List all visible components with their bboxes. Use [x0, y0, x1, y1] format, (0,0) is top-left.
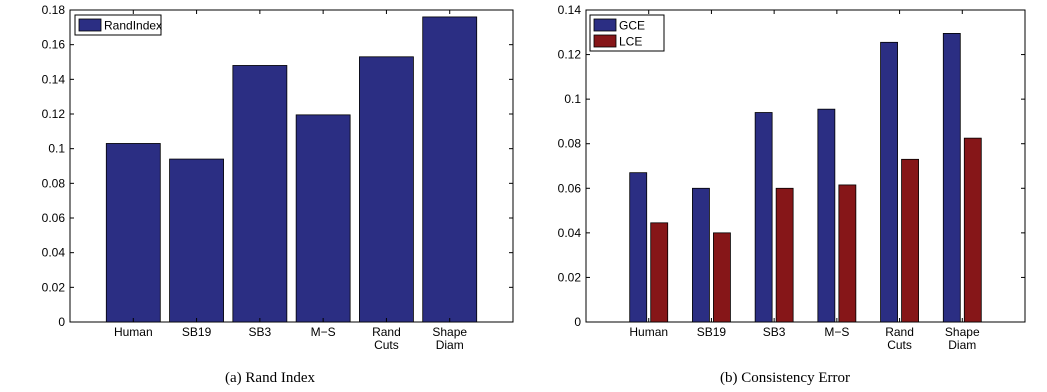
x-tick-label: SB3 [249, 325, 272, 339]
x-tick-label: Shape [432, 325, 467, 339]
x-tick-label: Diam [436, 338, 464, 352]
bar-lce [901, 158, 919, 323]
bar-randindex [422, 16, 478, 323]
y-tick-label: 0.14 [558, 3, 582, 17]
legend-label-randindex: RandIndex [104, 19, 162, 33]
y-tick-label: 0.16 [42, 38, 66, 52]
bar-gce [817, 108, 836, 323]
legend-swatch-lce [593, 34, 617, 48]
y-tick-label: 0.08 [42, 176, 66, 190]
y-tick-label: 0.1 [564, 92, 581, 106]
legend-label-lce: LCE [619, 35, 642, 49]
caption-consistency-error: (b) Consistency Error [720, 370, 850, 386]
y-tick-label: 0.04 [558, 226, 582, 240]
y-tick-label: 0.08 [558, 137, 582, 151]
y-tick-label: 0.12 [558, 48, 582, 62]
bar-randindex [169, 158, 224, 323]
y-tick-label: 0.12 [42, 107, 66, 121]
caption-rand-index: (a) Rand Index [225, 370, 315, 386]
chart-rand-index: 0 0.02 0.04 0.06 0.08 0.1 0.12 0.14 0.16 0.18 Huma… [42, 3, 514, 352]
x-tick-label: Cuts [887, 338, 912, 352]
bar-randindex [105, 143, 161, 323]
axes-box [585, 9, 1026, 323]
x-tick-label: Rand [372, 325, 401, 339]
x-tick-label: Cuts [374, 338, 399, 352]
legend-swatch-randindex [78, 18, 102, 32]
legend-swatch-gce [593, 18, 617, 32]
bar-randindex [295, 114, 351, 323]
y-tick-label: 0 [574, 315, 581, 329]
bar-randindex [359, 56, 414, 323]
bar-gce [942, 33, 961, 323]
y-tick-label: 0.06 [558, 181, 582, 195]
bar-gce [629, 172, 648, 323]
y-tick-label: 0.02 [558, 270, 582, 284]
x-tick-label: Shape [945, 325, 980, 339]
axes-box [69, 9, 514, 323]
y-tick-label: 0.06 [42, 211, 66, 225]
y-tick-label: 0.04 [42, 246, 66, 260]
x-tick-label: M−S [311, 325, 336, 339]
bar-gce [692, 187, 710, 323]
bar-lce [963, 137, 982, 323]
x-tick-label: SB19 [697, 325, 727, 339]
y-tick-label: 0 [58, 315, 65, 329]
y-tick-label: 0.1 [48, 142, 65, 156]
bar-gce [754, 112, 773, 323]
chart-consistency-error: 0 0.02 0.04 0.06 0.08 0.1 0.12 0.14 Human SB19 SB3… [558, 3, 1026, 352]
x-tick-label: M−S [824, 325, 849, 339]
bar-lce [838, 184, 857, 323]
x-tick-label: Diam [948, 338, 976, 352]
x-tick-label: SB19 [182, 325, 212, 339]
legend-label-gce: GCE [619, 19, 645, 33]
y-tick-label: 0.14 [42, 72, 66, 86]
bar-lce [713, 232, 731, 323]
y-tick-label: 0.02 [42, 280, 66, 294]
x-tick-label: Human [629, 325, 668, 339]
x-tick-label: Human [114, 325, 153, 339]
bar-gce [880, 41, 898, 323]
y-tick-label: 0.18 [42, 3, 66, 17]
bar-lce [775, 187, 794, 323]
bar-lce [650, 222, 669, 323]
x-tick-label: SB3 [763, 325, 786, 339]
x-tick-label: Rand [885, 325, 914, 339]
bar-randindex [232, 65, 288, 323]
